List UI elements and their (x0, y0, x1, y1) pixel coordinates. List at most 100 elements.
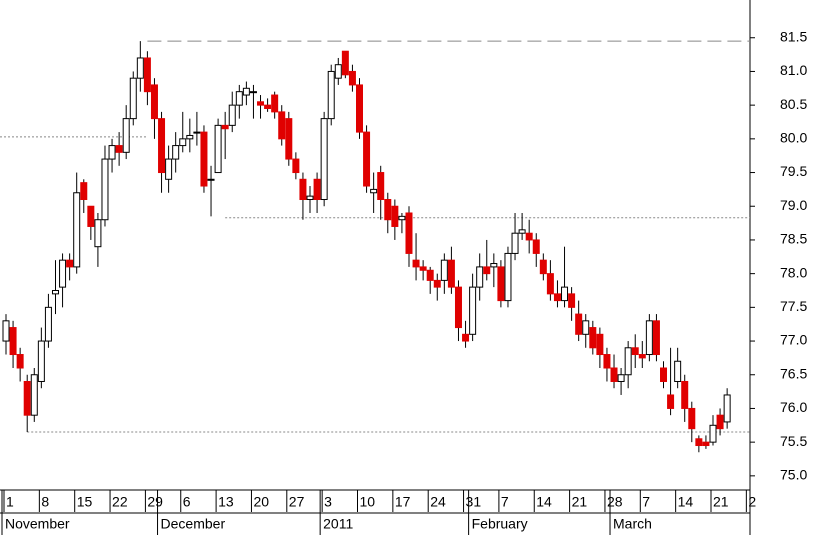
candle-body (207, 178, 215, 181)
candle-body (723, 394, 731, 423)
candle-body (405, 212, 413, 254)
candle-body (631, 347, 639, 356)
y-tick-label: 76.0 (780, 399, 807, 415)
x-tick-label: 21 (572, 494, 588, 510)
x-tick-label: 21 (713, 494, 729, 510)
candle-body (412, 259, 420, 268)
x-tick-label: 15 (77, 494, 93, 510)
candle-body (589, 327, 597, 349)
candle-body (674, 360, 682, 382)
candle-body (652, 320, 660, 356)
candle-body (483, 266, 491, 275)
candle-body (327, 70, 335, 120)
month-label: February (472, 516, 528, 532)
candle-body (454, 286, 462, 329)
candle-body (426, 269, 434, 281)
x-tick-label: 27 (289, 494, 305, 510)
y-tick-label: 80.0 (780, 130, 807, 146)
candle-body (214, 124, 222, 174)
candle-body (143, 57, 151, 93)
candle-body (638, 354, 646, 359)
x-tick-label: 14 (678, 494, 694, 510)
candle-body (87, 205, 95, 227)
candle-body (44, 306, 52, 342)
candle-body (235, 91, 243, 106)
x-tick-label: 22 (112, 494, 128, 510)
y-tick-label: 81.5 (780, 28, 807, 44)
y-tick-label: 76.5 (780, 365, 807, 381)
x-tick-label: 28 (607, 494, 623, 510)
candle-body (200, 131, 208, 187)
candle-body (348, 70, 356, 86)
candle-body (37, 340, 45, 382)
candle-body (617, 374, 625, 382)
candle-body (511, 232, 519, 254)
y-tick-label: 79.5 (780, 163, 807, 179)
candle-body (257, 101, 265, 106)
month-label: December (161, 516, 226, 532)
candle-body (447, 259, 455, 288)
candle-body (695, 438, 703, 447)
y-tick-label: 75.5 (780, 433, 807, 449)
x-tick-label: 1 (6, 494, 14, 510)
x-tick-label: 8 (41, 494, 49, 510)
candle-body (115, 145, 123, 153)
candle-body (23, 380, 31, 416)
x-tick-label: 7 (501, 494, 509, 510)
candle-body (242, 87, 250, 96)
candle-body (94, 219, 102, 248)
x-tick-label: 20 (253, 494, 269, 510)
candle-body (610, 367, 618, 382)
candle-body (129, 77, 137, 120)
candle-body (165, 158, 173, 180)
y-tick-label: 75.0 (780, 467, 807, 483)
candle-body (363, 131, 371, 187)
x-tick-label: 17 (395, 494, 411, 510)
candle-body (476, 266, 484, 288)
candle-body (546, 273, 554, 295)
month-label: March (613, 516, 652, 532)
candle-body (497, 266, 505, 302)
month-label: 2011 (323, 516, 353, 532)
candle-body (179, 138, 187, 147)
candle-body (285, 118, 293, 160)
candle-body (221, 124, 229, 130)
candle-body (341, 50, 349, 76)
candle-body (9, 327, 17, 356)
candle-body (568, 293, 576, 308)
candle-body (391, 205, 399, 227)
candle-body (271, 94, 279, 113)
x-tick-label: 31 (466, 494, 482, 510)
candle-body (688, 407, 696, 430)
candle-body (334, 64, 342, 79)
candle-body (504, 252, 512, 302)
candle-body (553, 293, 561, 302)
candle-body (518, 229, 526, 234)
candle-body (73, 192, 81, 268)
candle-body (320, 118, 328, 201)
candle-body (299, 178, 307, 201)
candle-body (59, 259, 67, 288)
candle-body (264, 104, 272, 110)
candle-body (2, 320, 10, 342)
candle-body (101, 158, 109, 221)
candle-body (228, 104, 236, 126)
candle-body (440, 259, 448, 281)
candle-body (108, 145, 116, 160)
candle-body (30, 374, 38, 416)
candle-body (575, 313, 583, 335)
candle-body (660, 367, 668, 382)
candle-body (51, 289, 59, 295)
candle-body (469, 286, 477, 335)
candle-body (16, 354, 24, 369)
candle-body (158, 118, 166, 174)
candle-body (249, 91, 257, 94)
x-tick-label: 10 (360, 494, 376, 510)
y-tick-label: 79.0 (780, 197, 807, 213)
candle-body (681, 380, 689, 409)
y-tick-label: 80.5 (780, 96, 807, 112)
candle-body (603, 354, 611, 369)
x-tick-label: 2 (748, 494, 756, 510)
y-tick-label: 77.5 (780, 298, 807, 314)
